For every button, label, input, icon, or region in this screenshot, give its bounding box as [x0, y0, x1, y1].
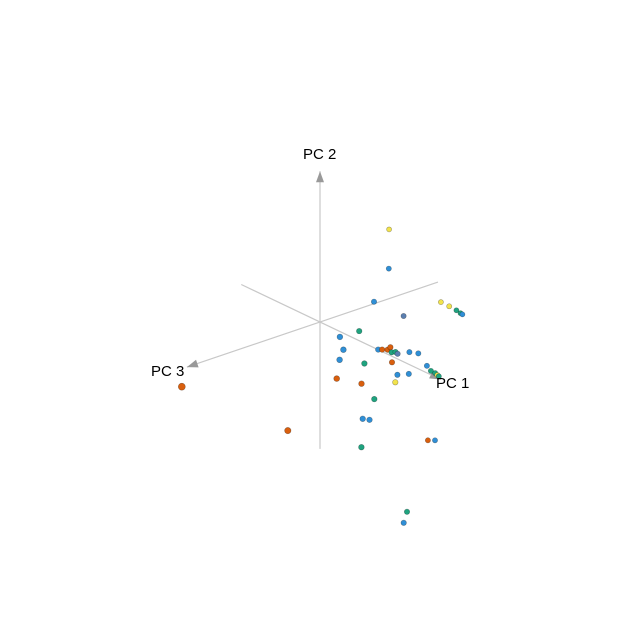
data-point — [406, 349, 413, 356]
data-point — [403, 508, 411, 515]
axis-label-pc2: PC 2 — [303, 146, 336, 163]
data-point — [359, 415, 366, 422]
data-point — [333, 375, 340, 382]
data-point — [370, 298, 377, 305]
data-point — [438, 299, 444, 305]
data-point — [435, 373, 442, 380]
data-point — [177, 382, 186, 391]
data-point — [336, 356, 343, 364]
data-point — [284, 427, 292, 435]
data-point — [432, 437, 438, 444]
data-point — [387, 344, 394, 351]
data-point — [394, 371, 401, 378]
data-point — [340, 346, 347, 353]
data-point — [415, 350, 422, 357]
axis-label-pc1: PC 1 — [436, 375, 469, 392]
data-point — [427, 367, 434, 374]
data-point — [356, 328, 363, 335]
axis-labels-group: PC 1 PC 2 PC 3 — [151, 146, 469, 392]
data-point — [358, 380, 365, 387]
data-point — [336, 333, 344, 341]
data-point — [423, 362, 430, 369]
data-point — [446, 303, 453, 310]
pc3-arrow-icon — [186, 359, 199, 368]
data-point — [405, 370, 412, 377]
data-point — [379, 346, 386, 353]
pc2-arrow-icon — [316, 171, 324, 183]
data-points-group — [177, 226, 466, 526]
data-point — [361, 360, 368, 367]
data-point — [400, 519, 407, 526]
data-point — [366, 416, 373, 423]
data-point — [392, 379, 399, 386]
data-point — [386, 226, 392, 233]
data-point — [400, 313, 407, 319]
data-point — [358, 444, 365, 451]
data-point — [424, 437, 431, 444]
data-point — [388, 359, 396, 366]
data-point — [371, 396, 378, 403]
pc3-axis-line — [186, 281, 439, 368]
data-point — [385, 265, 392, 272]
data-point — [453, 307, 460, 314]
data-point — [459, 311, 466, 318]
pc1-axis-line — [240, 283, 442, 381]
data-point — [394, 350, 401, 357]
axis-label-pc3: PC 3 — [151, 363, 184, 380]
axes-group — [186, 171, 442, 449]
